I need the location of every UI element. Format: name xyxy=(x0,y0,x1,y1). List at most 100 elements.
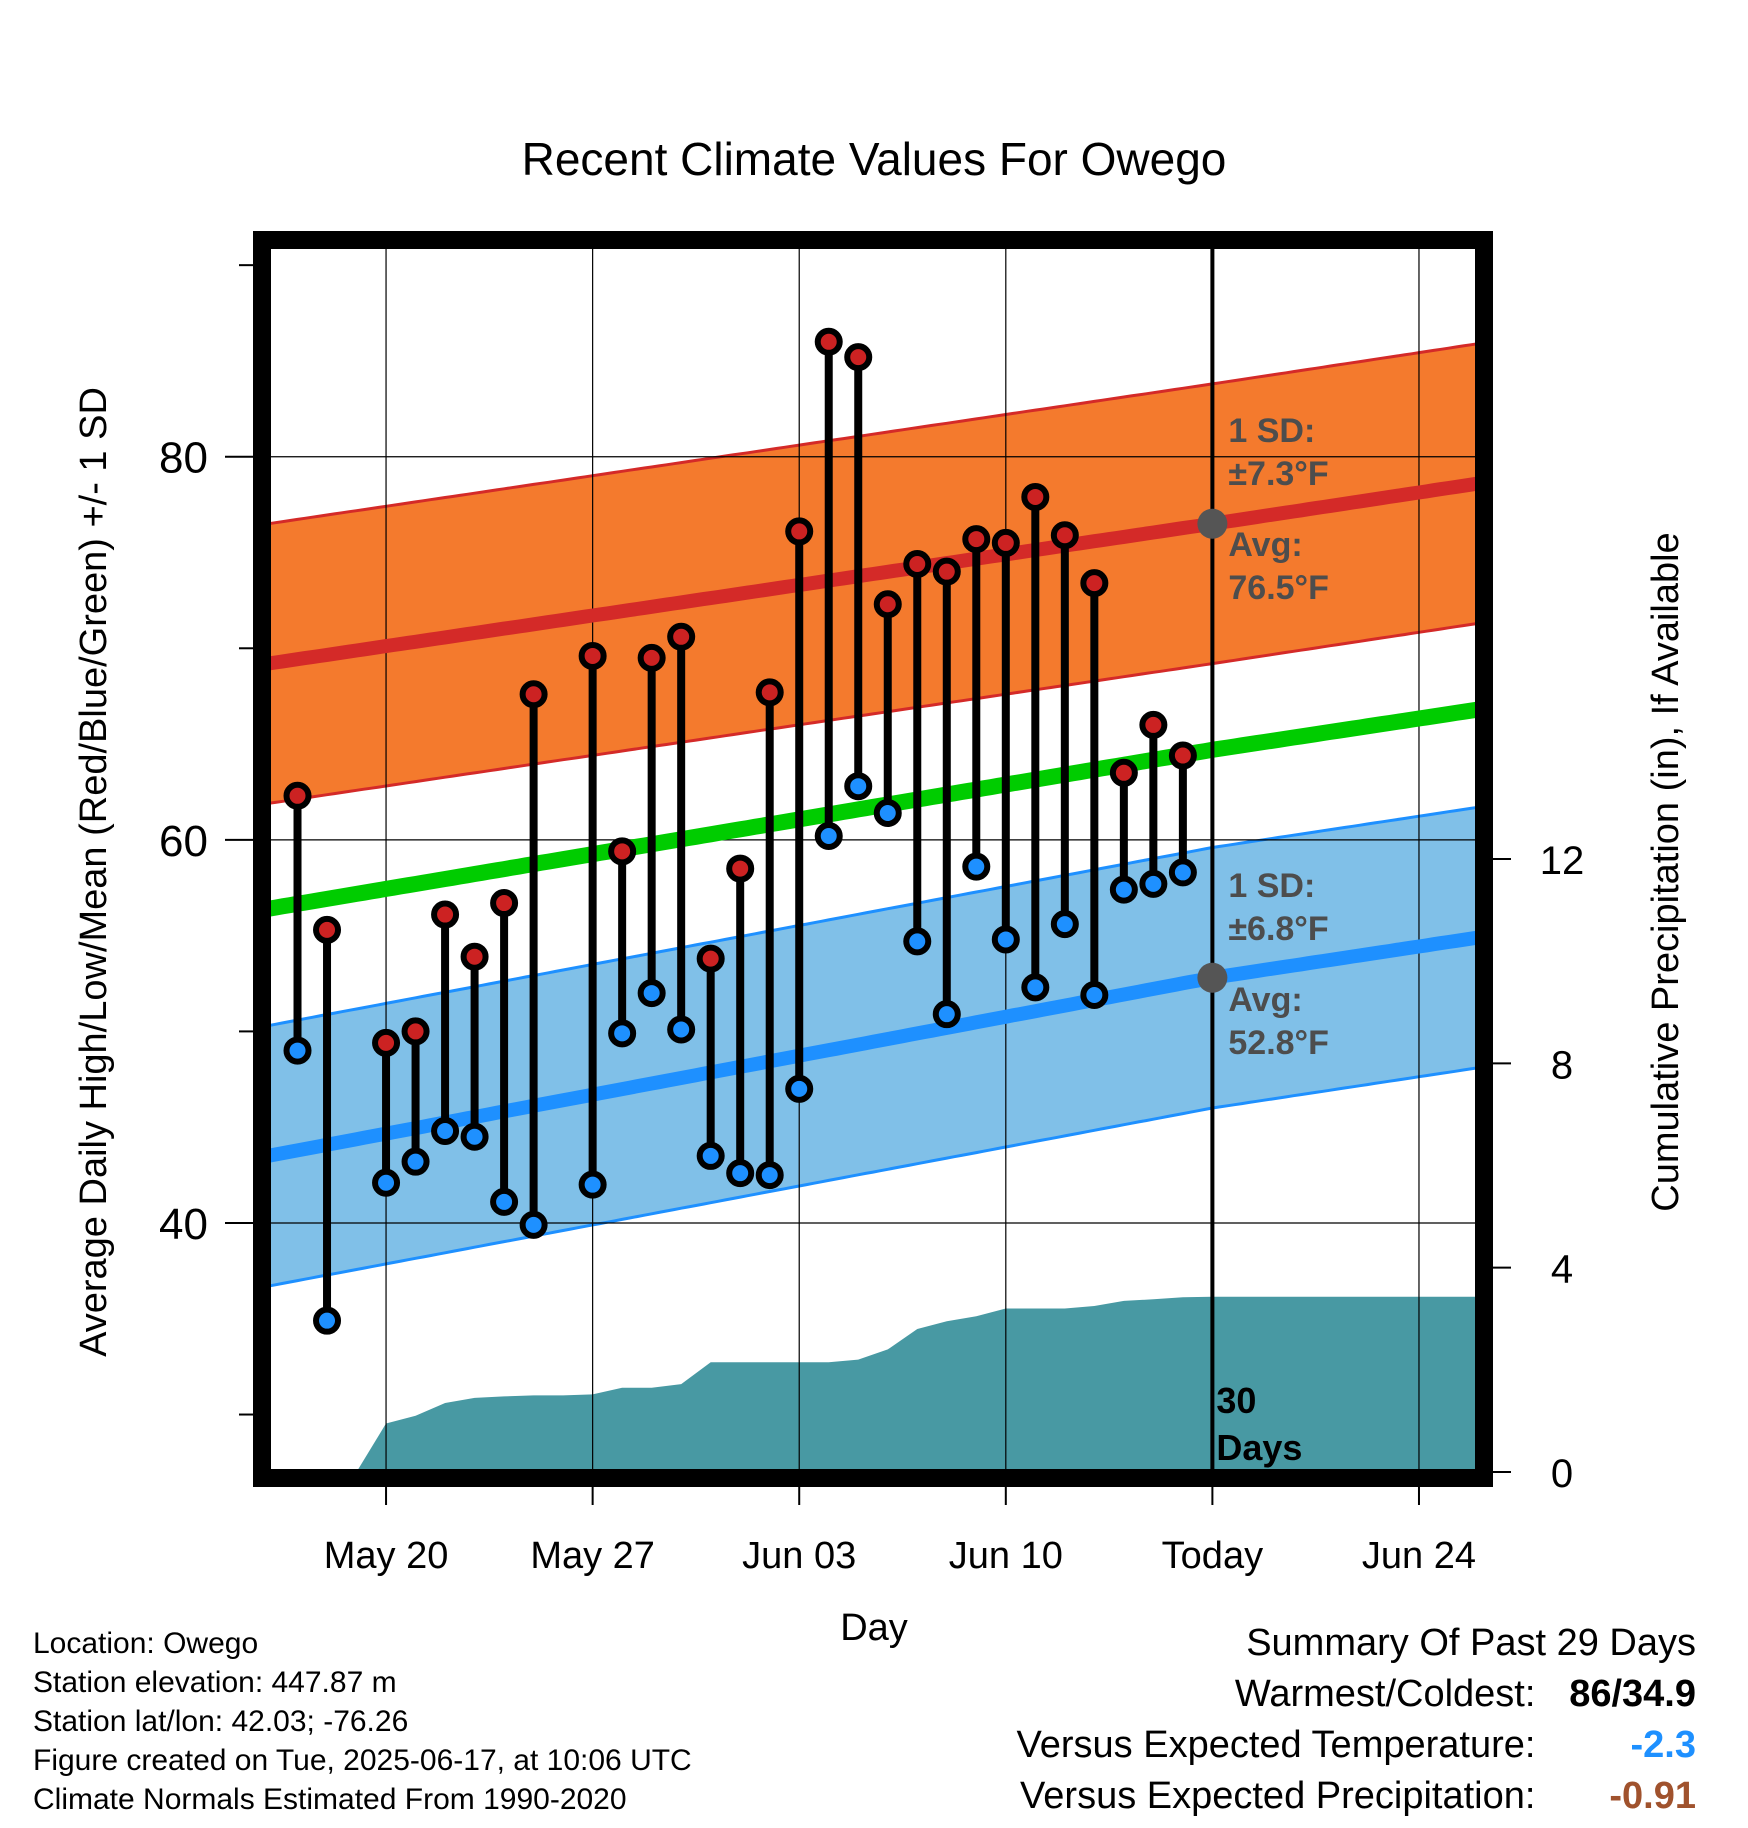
x-tick-label: May 20 xyxy=(324,1535,449,1577)
daily-high-point xyxy=(696,944,725,973)
low-sd-label: 1 SD: xyxy=(1228,867,1315,905)
y-tick-label: 80 xyxy=(159,434,208,483)
daily-low-point xyxy=(313,1306,342,1335)
days-count-number: 30 xyxy=(1216,1380,1256,1421)
low-band-upper-edge xyxy=(267,805,1479,1028)
x-tick-label: Today xyxy=(1162,1535,1263,1577)
summary-vs-temp: Versus Expected Temperature: -2.3 xyxy=(1017,1720,1696,1771)
warm-cold-value: 86/34.9 xyxy=(1569,1673,1696,1715)
daily-high-point xyxy=(460,942,489,971)
daily-high-point xyxy=(637,643,666,672)
daily-high-point xyxy=(873,590,902,619)
chart-title: Recent Climate Values For Owego xyxy=(522,133,1227,185)
low-avg-value: 52.8°F xyxy=(1228,1024,1329,1062)
daily-low-point xyxy=(1139,869,1168,898)
daily-high-point xyxy=(903,549,932,578)
info-normals: Climate Normals Estimated From 1990-2020 xyxy=(33,1783,627,1816)
daily-low-point xyxy=(637,979,666,1008)
daily-low-point xyxy=(785,1074,814,1103)
warm-cold-label: Warmest/Coldest: xyxy=(1234,1673,1536,1715)
mean-normal-line xyxy=(266,701,1480,917)
daily-high-point xyxy=(283,781,312,810)
high-sd-label: 1 SD: xyxy=(1228,412,1315,450)
daily-low-point xyxy=(283,1036,312,1065)
daily-low-point xyxy=(1021,973,1050,1002)
y-tick-label: 40 xyxy=(159,1200,208,1249)
summary-vs-precip: Versus Expected Precipitation: -0.91 xyxy=(1017,1771,1696,1822)
daily-low-point xyxy=(932,1000,961,1029)
summary-title: Summary Of Past 29 Days xyxy=(1246,1622,1696,1664)
daily-low-point xyxy=(755,1161,784,1190)
high-avg-label: Avg: xyxy=(1228,526,1302,564)
daily-low-point xyxy=(401,1147,430,1176)
info-elevation: Station elevation: 447.87 m xyxy=(33,1666,397,1699)
x-axis-label: Day xyxy=(840,1607,908,1649)
daily-high-point xyxy=(578,641,607,670)
daily-high-point xyxy=(1080,569,1109,598)
daily-high-point xyxy=(490,889,519,918)
daily-low-point xyxy=(726,1159,755,1188)
daily-low-point xyxy=(962,852,991,881)
daily-high-point xyxy=(1109,758,1138,787)
daily-low-point xyxy=(578,1170,607,1199)
station-info: Location: Owego Station elevation: 447.8… xyxy=(33,1624,692,1819)
info-created: Figure created on Tue, 2025-06-17, at 10… xyxy=(33,1744,692,1777)
info-latlon: Station lat/lon: 42.03; -76.26 xyxy=(33,1705,409,1738)
daily-low-point xyxy=(814,822,843,851)
vs-precip-label: Versus Expected Precipitation: xyxy=(1020,1775,1536,1817)
daily-high-point xyxy=(431,900,460,929)
daily-high-point xyxy=(519,680,548,709)
daily-low-point xyxy=(873,799,902,828)
x-tick-label: May 27 xyxy=(530,1535,655,1577)
daily-low-point xyxy=(431,1117,460,1146)
daily-low-point xyxy=(1080,981,1109,1010)
x-tick-label: Jun 03 xyxy=(742,1535,856,1577)
low-band-lower-edge xyxy=(267,1066,1479,1288)
daily-high-point xyxy=(608,837,637,866)
daily-low-point xyxy=(1109,875,1138,904)
daily-high-point xyxy=(667,622,696,651)
daily-high-point xyxy=(1021,482,1050,511)
daily-low-point xyxy=(991,925,1020,954)
daily-low-point xyxy=(372,1168,401,1197)
daily-high-point xyxy=(844,343,873,372)
daily-high-point xyxy=(1050,521,1079,550)
high-sd-value: ±7.3°F xyxy=(1228,455,1328,493)
y2-tick-label: 0 xyxy=(1551,1452,1573,1496)
daily-low-point xyxy=(667,1015,696,1044)
x-tick-label: Jun 10 xyxy=(949,1535,1063,1577)
summary-panel: Summary Of Past 29 Days Warmest/Coldest:… xyxy=(1017,1618,1696,1822)
high-band-upper-edge xyxy=(267,342,1479,526)
daily-high-point xyxy=(1168,741,1197,770)
low-sd-value: ±6.8°F xyxy=(1228,910,1328,948)
vs-precip-value: -0.91 xyxy=(1609,1775,1696,1817)
high-band-lower-edge xyxy=(267,621,1479,805)
low-normal-line xyxy=(266,930,1480,1163)
high-avg-value: 76.5°F xyxy=(1228,569,1329,607)
daily-high-point xyxy=(313,915,342,944)
y2-tick-label: 4 xyxy=(1551,1248,1573,1292)
days-count-word: Days xyxy=(1216,1427,1302,1468)
daily-high-point xyxy=(401,1017,430,1046)
daily-high-point xyxy=(726,854,755,883)
daily-high-point xyxy=(814,327,843,356)
plot-frame xyxy=(253,231,1493,1487)
daily-low-point xyxy=(1168,858,1197,887)
daily-low-point xyxy=(903,927,932,956)
daily-high-point xyxy=(785,517,814,546)
y2-tick-label: 12 xyxy=(1540,839,1585,883)
x-tick-label: Jun 24 xyxy=(1362,1535,1476,1577)
today-low-normal-marker xyxy=(1197,962,1228,993)
daily-high-point xyxy=(991,528,1020,557)
today-high-normal-marker xyxy=(1197,508,1228,539)
daily-low-point xyxy=(460,1122,489,1151)
low-avg-label: Avg: xyxy=(1228,981,1302,1019)
y2-axis-label: Cumulative Precipitation (in), If Availa… xyxy=(1645,532,1687,1211)
summary-warm-cold: Warmest/Coldest: 86/34.9 xyxy=(1017,1669,1696,1720)
info-location: Location: Owego xyxy=(33,1627,259,1660)
daily-low-point xyxy=(608,1019,637,1048)
high-normal-line xyxy=(266,476,1480,671)
y-axis-label: Average Daily High/Low/Mean (Red/Blue/Gr… xyxy=(73,387,115,1357)
daily-low-point xyxy=(519,1210,548,1239)
